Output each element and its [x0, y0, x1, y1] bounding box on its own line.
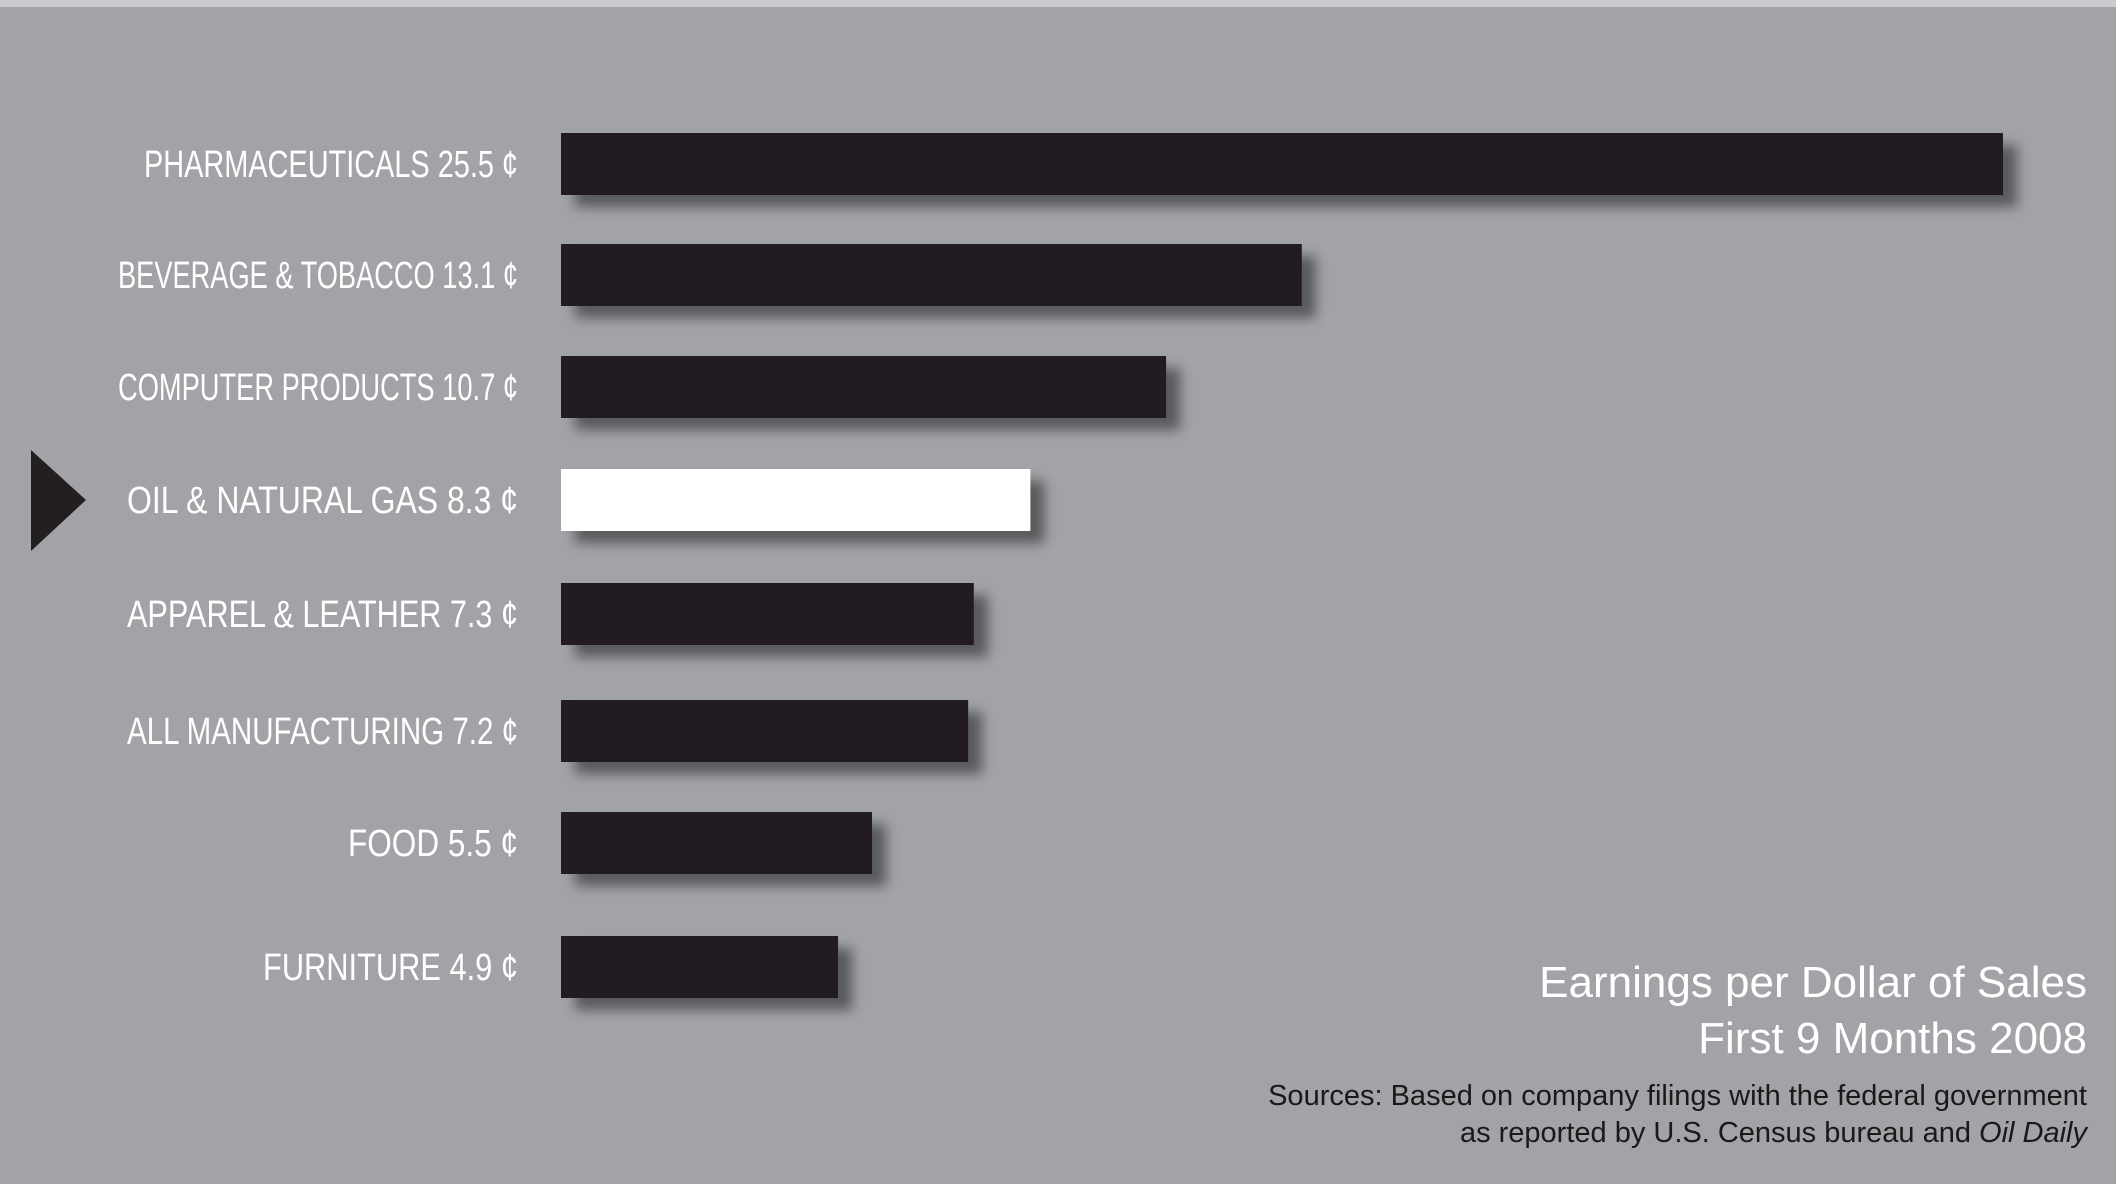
- bar-2: [561, 244, 1302, 306]
- source-line-2-text: as reported by U.S. Census bureau and: [1459, 1117, 1980, 1149]
- source-publication: Oil Daily: [1979, 1117, 2087, 1149]
- bar-7: [561, 812, 873, 874]
- bar-1: [561, 133, 2003, 195]
- source-line-1: Sources: Based on company filings with t…: [1268, 1080, 2087, 1112]
- top-band: [0, 0, 2116, 7]
- bar-3: [561, 356, 1167, 418]
- chart-subtitle: First 9 Months 2008: [1698, 1014, 2087, 1063]
- chart-title: Earnings per Dollar of Sales: [1539, 958, 2087, 1007]
- category-label-2: BEVERAGE & TOBACCO 13.1 ¢: [118, 255, 518, 297]
- category-label-1: PHARMACEUTICALS 25.5 ¢: [144, 144, 518, 186]
- source-line-2: as reported by U.S. Census bureau and Oi…: [1268, 1115, 2087, 1152]
- source-note: Sources: Based on company filings with t…: [1268, 1078, 2087, 1152]
- category-label-5: APPAREL & LEATHER 7.3 ¢: [127, 594, 518, 636]
- category-label-3: COMPUTER PRODUCTS 10.7 ¢: [118, 367, 518, 409]
- bar-6: [561, 700, 969, 762]
- bar-4: [561, 469, 1031, 531]
- highlight-pointer-icon: [31, 450, 86, 551]
- bar-8: [561, 936, 839, 998]
- category-label-8: FURNITURE 4.9 ¢: [263, 947, 518, 989]
- category-label-4: OIL & NATURAL GAS 8.3 ¢: [127, 480, 518, 522]
- category-label-6: ALL MANUFACTURING 7.2 ¢: [127, 711, 518, 753]
- bar-5: [561, 583, 974, 645]
- category-label-7: FOOD 5.5 ¢: [348, 823, 518, 865]
- chart-title-block: Earnings per Dollar of Sales First 9 Mon…: [1539, 955, 2087, 1067]
